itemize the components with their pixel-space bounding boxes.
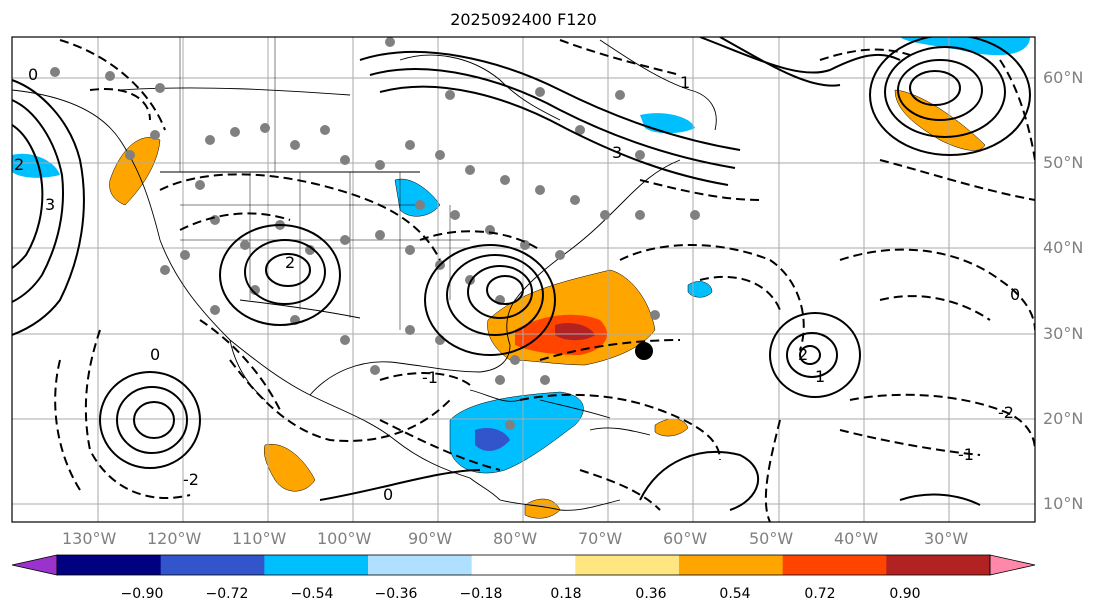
contour-label: 0 bbox=[28, 65, 38, 84]
lon-label: 100°W bbox=[317, 529, 372, 548]
contour-label: 2 bbox=[14, 155, 24, 174]
warm-anomaly-center bbox=[555, 323, 595, 341]
lon-label: 90°W bbox=[408, 529, 453, 548]
contour-label: 0 bbox=[150, 345, 160, 364]
contour-label: 3 bbox=[612, 143, 622, 162]
lon-label: 130°W bbox=[62, 529, 117, 548]
lon-label: 80°W bbox=[493, 529, 538, 548]
lat-label: 50°N bbox=[1043, 153, 1084, 172]
colorbar-segment bbox=[368, 555, 473, 575]
colorbar-segment bbox=[264, 555, 369, 575]
map-frame bbox=[11, 36, 1036, 523]
storm-marker bbox=[635, 342, 653, 360]
lon-label: 50°W bbox=[749, 529, 794, 548]
contour-label: 0 bbox=[383, 485, 393, 504]
lat-label: 20°N bbox=[1043, 409, 1084, 428]
contour-label: 2 bbox=[285, 253, 295, 272]
cold-anomaly-greenland bbox=[900, 37, 1030, 56]
colorbar-segment bbox=[575, 555, 680, 575]
colorbar-tick-label: 0.90 bbox=[889, 586, 921, 602]
contour-label: 1 bbox=[815, 367, 825, 386]
lon-label: 70°W bbox=[578, 529, 623, 548]
colorbar-tick-label: 0.36 bbox=[635, 586, 667, 602]
colorbar-segment bbox=[679, 555, 784, 575]
cold-anomaly-great-lakes bbox=[394, 178, 441, 217]
contour-labels: 0 1 2 3 -1 -2 0 2 0 -1 -2 1 0 2 3 bbox=[14, 65, 1020, 504]
coastlines bbox=[12, 39, 717, 511]
lon-label: 110°W bbox=[232, 529, 287, 548]
cold-anomaly-pacific bbox=[12, 153, 60, 178]
colorbar-tick-label: −0.18 bbox=[459, 586, 503, 602]
cold-anomaly-core bbox=[475, 428, 510, 452]
solid-contours bbox=[12, 37, 1031, 511]
contour-label: 0 bbox=[1010, 285, 1020, 304]
lon-label: 40°W bbox=[834, 529, 879, 548]
warm-anomaly-pacific-nw bbox=[109, 137, 161, 206]
colorbar-tick-label: 0.54 bbox=[719, 586, 751, 602]
lat-label: 60°N bbox=[1043, 68, 1084, 87]
warm-anomaly-mexico bbox=[264, 443, 316, 492]
colorbar-tick-label: −0.36 bbox=[374, 586, 418, 602]
colorbar-segment bbox=[471, 555, 576, 575]
colorbar-tick-label: −0.72 bbox=[205, 586, 249, 602]
lat-label: 10°N bbox=[1043, 494, 1084, 513]
colorbar-extend-low bbox=[11, 554, 58, 576]
lat-label: 30°N bbox=[1043, 324, 1084, 343]
contour-label: -2 bbox=[998, 403, 1014, 422]
colorbar bbox=[11, 554, 1036, 576]
colorbar-tick-label: 0.18 bbox=[550, 586, 582, 602]
colorbar-segment bbox=[886, 555, 991, 575]
contour-label: -1 bbox=[958, 445, 974, 464]
colorbar-tick-label: −0.54 bbox=[290, 586, 334, 602]
colorbar-segment bbox=[57, 555, 162, 575]
colorbar-tick-label: 0.72 bbox=[804, 586, 836, 602]
map-title: 2025092400 F120 bbox=[450, 10, 597, 29]
colorbar-segment bbox=[782, 555, 887, 575]
cold-anomaly-mid-atlantic bbox=[687, 281, 713, 298]
contour-label: 3 bbox=[45, 195, 55, 214]
contour-label: -1 bbox=[422, 368, 438, 387]
contour-label: -2 bbox=[183, 470, 199, 489]
lon-label: 60°W bbox=[663, 529, 708, 548]
colorbar-extend-high bbox=[989, 554, 1036, 576]
shading-layer bbox=[12, 37, 1030, 519]
graticule bbox=[12, 37, 1035, 522]
colorbar-tick-label: −0.90 bbox=[120, 586, 164, 602]
cold-anomaly-caribbean bbox=[449, 391, 584, 474]
lon-label: 30°W bbox=[924, 529, 969, 548]
lon-label: 120°W bbox=[147, 529, 202, 548]
colorbar-segment bbox=[160, 555, 265, 575]
contour-label: 1 bbox=[680, 73, 690, 92]
contour-label: 2 bbox=[798, 345, 808, 364]
dashed-contours bbox=[54, 39, 1035, 522]
lat-label: 40°N bbox=[1043, 238, 1084, 257]
